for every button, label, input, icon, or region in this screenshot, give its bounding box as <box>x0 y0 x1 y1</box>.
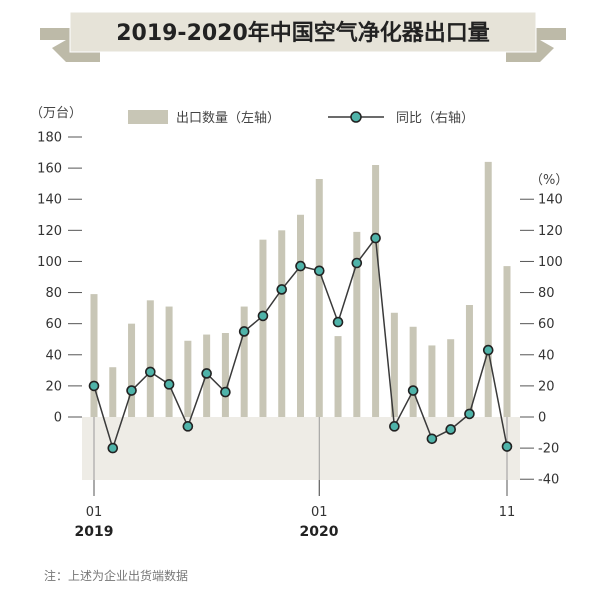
left-axis-tick-label: 80 <box>45 286 62 301</box>
legend: 出口数量（左轴） 同比（右轴） <box>128 110 474 126</box>
right-axis-unit: （%） <box>530 173 568 188</box>
bar <box>353 231 361 417</box>
bar <box>315 179 323 417</box>
bar <box>240 306 248 417</box>
right-axis-tick-label: 20 <box>538 379 555 394</box>
yoy-marker <box>145 366 156 378</box>
bar <box>484 161 492 417</box>
yoy-marker <box>220 386 231 398</box>
bar <box>278 230 286 417</box>
left-axis-tick-label: 0 <box>54 411 62 426</box>
bar <box>465 305 473 417</box>
bar <box>409 326 417 417</box>
banner-box <box>69 11 537 53</box>
yoy-marker <box>163 379 175 390</box>
yoy-marker <box>407 385 419 396</box>
right-axis-tick-label: 80 <box>538 286 555 301</box>
bar <box>334 336 342 417</box>
yoy-marker <box>126 385 137 396</box>
left-axis-tick-label: 20 <box>45 379 62 394</box>
bar <box>90 294 98 417</box>
yoy-marker <box>257 310 269 322</box>
left-axis-tick-label: 40 <box>45 348 62 363</box>
yoy-marker <box>238 326 250 337</box>
yoy-marker <box>276 284 288 295</box>
legend-bar-swatch <box>128 110 168 124</box>
bar <box>184 340 192 417</box>
yoy-marker <box>88 380 100 392</box>
chart-title: 2019-2020年中国空气净化器出口量 <box>116 20 490 46</box>
bar <box>447 339 455 417</box>
bar <box>146 300 154 417</box>
x-tick-label: 11 <box>499 505 516 520</box>
x-tick-label: 01 <box>311 505 328 520</box>
yoy-marker <box>313 265 325 277</box>
yoy-marker <box>501 441 513 452</box>
bar <box>390 312 398 417</box>
bar <box>221 333 229 417</box>
bar <box>165 306 173 417</box>
right-axis-tick-label: 100 <box>538 255 563 270</box>
left-axis-tick-label: 140 <box>37 193 62 208</box>
yoy-marker <box>426 433 438 445</box>
left-axis-tick-label: 120 <box>37 224 62 239</box>
right-axis-tick-label: 0 <box>538 411 546 426</box>
right-axis-tick-label: 40 <box>538 348 555 363</box>
bar <box>259 239 267 417</box>
yoy-marker <box>295 260 306 272</box>
bar <box>128 323 136 417</box>
bar <box>372 165 380 417</box>
right-axis-tick-label: -40 <box>538 473 559 488</box>
yoy-marker <box>445 424 456 435</box>
title-banner: 2019-2020年中国空气净化器出口量 <box>40 11 566 62</box>
left-axis-tick-label: 160 <box>37 162 62 177</box>
left-axis-unit: （万台） <box>30 106 82 121</box>
plot-area: 0 20 40 60 80 100 120 140 160 180 -40 -20 0 20 40 60 80 1… <box>37 131 563 521</box>
legend-line-label: 同比（右轴） <box>396 111 474 126</box>
yoy-marker <box>389 421 400 432</box>
year-label-2020: 2020 <box>300 524 339 540</box>
right-axis-tick-label: -20 <box>538 442 559 457</box>
right-axis-tick-label: 120 <box>538 224 563 239</box>
yoy-marker <box>482 344 494 356</box>
right-axis-tick-label: 60 <box>538 317 555 332</box>
footnote: 注：上述为企业出货端数据 <box>44 568 188 583</box>
year-label-2019: 2019 <box>75 524 114 540</box>
bar <box>428 345 436 417</box>
x-tick-label: 01 <box>86 505 103 520</box>
yoy-marker <box>182 421 194 432</box>
left-axis-tick-label: 60 <box>45 317 62 332</box>
yoy-marker <box>370 232 381 244</box>
left-axis-tick-label: 180 <box>37 131 62 146</box>
bar <box>503 266 511 417</box>
yoy-marker <box>464 408 475 420</box>
legend-bar-label: 出口数量（左轴） <box>176 111 280 126</box>
right-axis-tick-label: 140 <box>538 193 563 208</box>
legend-line-marker <box>350 111 362 123</box>
yoy-marker <box>107 442 119 454</box>
bar <box>297 214 304 417</box>
bar <box>109 367 117 417</box>
left-axis-tick-label: 100 <box>37 255 62 270</box>
yoy-marker <box>332 316 344 328</box>
yoy-marker <box>201 368 212 379</box>
yoy-marker <box>351 257 363 269</box>
